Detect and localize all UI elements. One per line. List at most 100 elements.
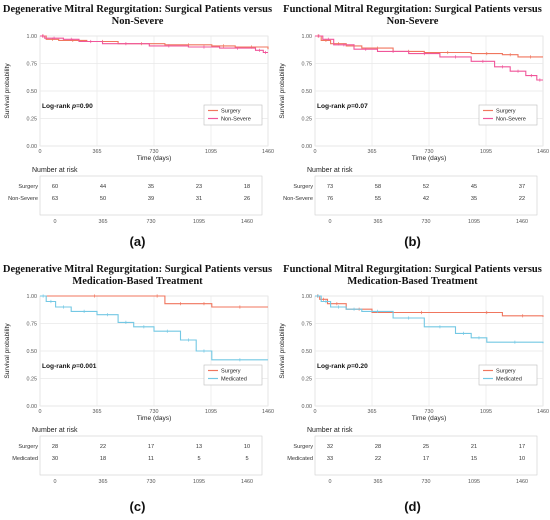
risk-count: 23 — [196, 184, 202, 190]
y-tick-label: 0.50 — [27, 89, 38, 95]
legend-label: Non-Severe — [221, 117, 251, 123]
legend-box — [203, 364, 263, 386]
risk-count: 63 — [52, 196, 58, 202]
y-tick-label: 0.00 — [302, 144, 313, 150]
legend: Surgery Medicated — [478, 364, 538, 386]
risk-count: 44 — [100, 184, 106, 190]
x-axis-label: Time (days) — [137, 155, 172, 162]
x-axis-label: Time (days) — [412, 155, 447, 162]
risk-row-label: Surgery — [293, 184, 313, 190]
panel-caption: (d) — [404, 499, 421, 514]
risk-x-tick-label: 365 — [374, 219, 383, 225]
risk-x-tick-label: 365 — [99, 479, 108, 485]
grid-lines — [314, 35, 544, 147]
y-tick-label: 1.00 — [27, 294, 38, 300]
risk-count: 55 — [375, 196, 381, 202]
risk-count: 17 — [423, 456, 429, 462]
km-figure: 0.00 0.25 0.50 0.75 1.00 0 365 730 1095 1460 Time … — [4, 34, 274, 225]
risk-count: 35 — [471, 196, 477, 202]
risk-x-tick-label: 1460 — [241, 219, 253, 225]
legend: Surgery Medicated — [203, 364, 263, 386]
legend-label: Surgery — [496, 369, 516, 375]
risk-x-tick-label: 730 — [422, 479, 431, 485]
risk-count: 39 — [148, 196, 154, 202]
x-axis-label: Time (days) — [137, 415, 172, 422]
survival-curve-comparator — [315, 35, 543, 81]
risk-count: 33 — [327, 456, 333, 462]
risk-x-tick-label: 730 — [147, 219, 156, 225]
risk-x-tick-label: 0 — [329, 219, 332, 225]
risk-table — [39, 435, 263, 476]
risk-table-heading: Number at risk — [32, 167, 78, 174]
y-tick-label: 0.00 — [27, 404, 38, 410]
risk-x-tick-label: 0 — [54, 479, 57, 485]
y-tick-label: 0.75 — [302, 62, 313, 68]
risk-count: 26 — [244, 196, 250, 202]
x-tick-label: 0 — [39, 409, 42, 415]
y-axis-label: Survival probability — [4, 323, 11, 379]
y-axis-label: Survival probability — [279, 323, 286, 379]
x-tick-label: 730 — [150, 149, 159, 155]
risk-count: 10 — [244, 444, 250, 450]
x-tick-label: 1460 — [537, 409, 549, 415]
risk-x-tick-label: 1095 — [193, 219, 205, 225]
x-tick-label: 365 — [93, 149, 102, 155]
x-tick-label: 730 — [150, 409, 159, 415]
y-tick-label: 0.25 — [27, 117, 38, 123]
panel-d: Functional Mitral Regurgitation: Surgica… — [275, 260, 550, 520]
risk-x-tick-label: 0 — [329, 479, 332, 485]
y-tick-label: 0.50 — [302, 349, 313, 355]
chart-title: Functional Mitral Regurgitation: Surgica… — [283, 264, 542, 287]
legend-label: Non-Severe — [496, 117, 526, 123]
x-tick-label: 365 — [368, 409, 377, 415]
risk-count: 73 — [327, 184, 333, 190]
risk-table — [314, 435, 538, 476]
risk-count: 42 — [423, 196, 429, 202]
risk-count: 28 — [52, 444, 58, 450]
legend-label: Surgery — [496, 109, 516, 115]
legend-box — [478, 364, 538, 386]
risk-count: 15 — [471, 456, 477, 462]
risk-count: 17 — [148, 444, 154, 450]
logrank-text: Log-rank p=0.20 — [317, 363, 368, 370]
risk-table — [314, 175, 538, 216]
survival-curve-comparator — [40, 35, 268, 54]
chart-title: Degenerative Mitral Regurgitation: Surgi… — [2, 264, 273, 287]
risk-count: 22 — [375, 456, 381, 462]
panel-c: Degenerative Mitral Regurgitation: Surgi… — [0, 260, 275, 520]
x-axis-label: Time (days) — [412, 415, 447, 422]
x-tick-label: 1095 — [480, 149, 492, 155]
risk-count: 28 — [375, 444, 381, 450]
legend-label: Surgery — [221, 369, 241, 375]
risk-x-tick-label: 1095 — [468, 219, 480, 225]
risk-count: 32 — [327, 444, 333, 450]
risk-row-label: Medicated — [287, 456, 313, 462]
risk-x-tick-label: 365 — [374, 479, 383, 485]
y-tick-label: 0.75 — [27, 322, 38, 328]
risk-row-label: Surgery — [293, 444, 313, 450]
panel-caption: (b) — [404, 234, 421, 249]
panel-caption: (a) — [129, 234, 146, 249]
y-tick-label: 0.00 — [27, 144, 38, 150]
risk-count: 17 — [519, 444, 525, 450]
risk-count: 50 — [100, 196, 106, 202]
risk-x-tick-label: 1460 — [516, 479, 528, 485]
risk-count: 18 — [244, 184, 250, 190]
risk-x-tick-label: 1460 — [516, 219, 528, 225]
logrank-text: Log-rank p=0.001 — [42, 363, 97, 370]
risk-count: 31 — [196, 196, 202, 202]
risk-count: 60 — [52, 184, 58, 190]
y-tick-label: 0.50 — [27, 349, 38, 355]
risk-x-tick-label: 365 — [99, 219, 108, 225]
risk-count: 37 — [519, 184, 525, 190]
risk-count: 10 — [519, 456, 525, 462]
risk-count: 58 — [375, 184, 381, 190]
x-tick-label: 365 — [93, 409, 102, 415]
risk-count: 25 — [423, 444, 429, 450]
risk-x-tick-label: 730 — [147, 479, 156, 485]
panel-a: Degenerative Mitral Regurgitation: Surgi… — [0, 0, 275, 260]
risk-count: 13 — [196, 444, 202, 450]
y-tick-label: 0.75 — [302, 322, 313, 328]
x-tick-label: 0 — [314, 149, 317, 155]
y-tick-label: 1.00 — [27, 34, 38, 40]
